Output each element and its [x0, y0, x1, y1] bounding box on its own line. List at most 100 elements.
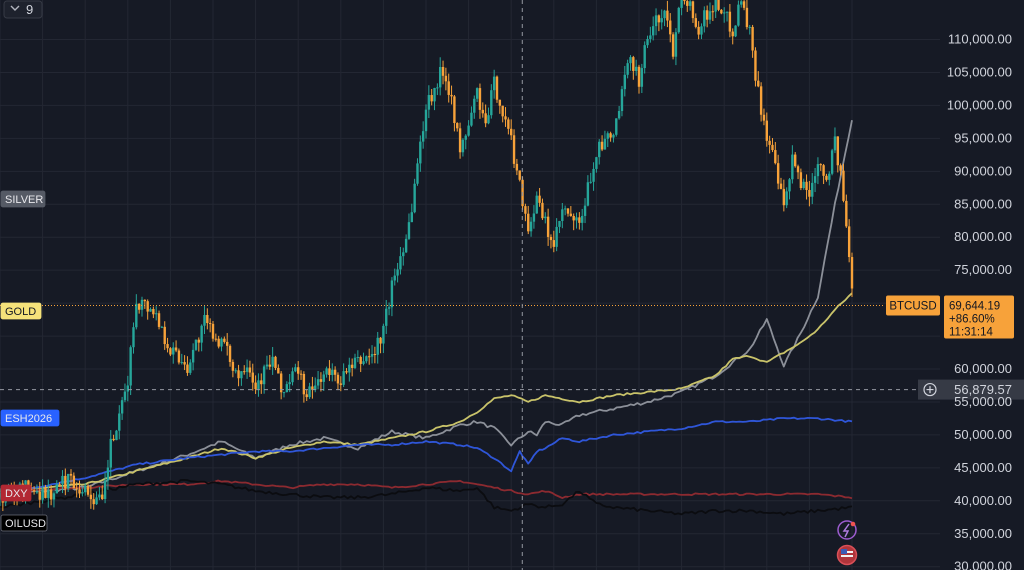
- series-tag-label: DXY: [5, 488, 28, 500]
- candle-body: [782, 188, 786, 206]
- candle-body: [447, 81, 450, 95]
- candle-body: [55, 484, 58, 494]
- series-line-esh2026: [0, 416, 853, 495]
- y-tick-label: 75,000.00: [954, 262, 1012, 277]
- candle-body: [683, 0, 686, 2]
- candle-body: [61, 475, 64, 485]
- candle-body: [169, 348, 172, 355]
- candle-body: [799, 172, 803, 189]
- candle-body: [160, 326, 164, 328]
- series-tag-oilusd[interactable]: OILUSD: [0, 514, 48, 532]
- candle-body: [208, 323, 212, 325]
- candle-body: [294, 367, 297, 372]
- candle-body: [342, 371, 345, 385]
- y-tick-label: 40,000.00: [954, 493, 1012, 508]
- candle-body: [308, 386, 311, 398]
- series-tag-bg: [0, 514, 48, 532]
- candle-body: [836, 136, 839, 166]
- candle-body: [95, 497, 98, 505]
- candle-body: [433, 87, 436, 102]
- candle-body: [325, 368, 328, 375]
- candle-body: [720, 9, 723, 14]
- candle-body: [734, 25, 737, 37]
- candle-body: [180, 362, 183, 364]
- candle-body: [615, 118, 618, 135]
- series-tag-gold[interactable]: GOLD: [0, 302, 42, 320]
- candle-body: [731, 31, 734, 37]
- us-flag-icon[interactable]: [836, 544, 858, 566]
- candle-body: [268, 364, 271, 367]
- candle-body: [288, 382, 291, 385]
- candle-body: [470, 112, 473, 126]
- plus-circle-icon[interactable]: [923, 382, 937, 397]
- candle-body: [291, 371, 294, 383]
- chevron-down-icon: [10, 5, 20, 11]
- candle-body: [771, 144, 774, 151]
- candle-body: [612, 134, 615, 138]
- candle-body: [737, 4, 740, 26]
- candle-body: [129, 347, 132, 386]
- candle-body: [541, 202, 544, 219]
- series-tags: SILVER GOLD ESH2026 DXY OILUSD: [0, 190, 60, 532]
- candle-body: [126, 385, 129, 392]
- candle-body: [498, 99, 502, 106]
- candle-body: [220, 338, 223, 347]
- candle-body: [728, 11, 732, 32]
- candle-body: [379, 337, 382, 344]
- candle-body: [603, 138, 607, 150]
- candle-body: [146, 301, 149, 312]
- candle-body: [464, 135, 467, 140]
- candle-body: [322, 374, 325, 382]
- candle-body: [157, 313, 161, 327]
- y-tick-label: 110,000.00: [948, 32, 1012, 47]
- candle-body: [686, 1, 689, 6]
- candle-body: [680, 0, 683, 8]
- candle-body: [421, 131, 425, 142]
- series-tag-bg: [0, 190, 46, 208]
- candle-body: [311, 386, 314, 390]
- series-tag-silver[interactable]: SILVER: [0, 190, 46, 208]
- candle-body: [149, 308, 152, 312]
- candle-body: [254, 382, 257, 390]
- series-tag-bg: [0, 302, 42, 320]
- candle-body: [544, 216, 547, 219]
- candle-body: [691, 1, 695, 19]
- series-tag-dxy[interactable]: DXY: [0, 484, 32, 502]
- y-axis[interactable]: 30,000.00 35,000.00 40,000.00 45,000.00 50,0…: [947, 32, 1012, 570]
- candle-body: [214, 338, 218, 340]
- candle-body: [260, 380, 263, 385]
- lightning-icon[interactable]: [837, 520, 857, 540]
- candle-body: [705, 10, 709, 20]
- candle-body: [572, 215, 575, 221]
- candle-body: [331, 369, 334, 376]
- candle-body: [319, 379, 323, 382]
- candle-body: [271, 356, 274, 367]
- candle-body: [348, 364, 351, 373]
- candle-body: [277, 367, 280, 374]
- candle-body: [677, 7, 680, 33]
- crosshair-price-label: 56,879.57: [918, 379, 1024, 400]
- candle-body: [819, 164, 822, 166]
- y-tick-label: 90,000.00: [954, 163, 1012, 178]
- candle-body: [748, 26, 751, 28]
- collapse-indicators-button[interactable]: 9: [3, 0, 43, 19]
- candle-body: [316, 379, 320, 386]
- candle-body: [353, 357, 357, 368]
- candle-body: [47, 489, 50, 498]
- series-tag-label: ESH2026: [5, 413, 52, 425]
- candle-body: [652, 26, 655, 36]
- candle-body: [745, 7, 749, 28]
- candle-body: [106, 467, 110, 481]
- candle-body: [450, 94, 453, 97]
- candle-body: [262, 366, 266, 385]
- candle-body: [257, 380, 260, 390]
- candle-body: [626, 63, 629, 75]
- candle-body: [847, 226, 851, 258]
- candle-body: [297, 367, 300, 374]
- candle-body: [393, 275, 396, 281]
- candle-body: [583, 205, 587, 216]
- candle-body: [666, 10, 669, 21]
- series-tag-esh2026[interactable]: ESH2026: [0, 409, 60, 427]
- candle-body: [833, 136, 837, 151]
